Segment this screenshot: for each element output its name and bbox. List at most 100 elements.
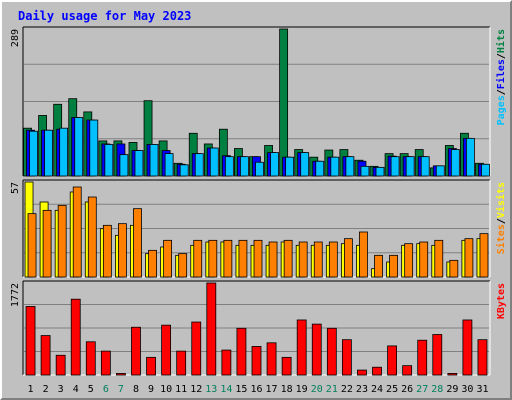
x-tick-label: 23: [356, 384, 368, 395]
x-tick-label: 1: [28, 384, 34, 395]
x-tick-label: 15: [235, 384, 247, 395]
bar-sites-day-27: [419, 241, 429, 278]
bar-sites-day-13: [208, 239, 218, 278]
axis-max-label: 57: [10, 182, 21, 194]
legend-text: Pages/Files/Hits: [495, 29, 507, 125]
bar-kbytes-day-10: [161, 324, 172, 376]
bar-pages-day-25: [390, 156, 400, 177]
bar-sites-day-14: [223, 239, 233, 278]
bar-sites-day-16: [253, 239, 263, 278]
bar-sites-day-9: [148, 249, 157, 278]
bar-kbytes-day-18: [281, 356, 292, 376]
bar-kbytes-day-8: [131, 326, 141, 376]
x-tick-label: 28: [431, 384, 443, 395]
bar-kbytes-day-12: [191, 321, 202, 376]
bar-kbytes-day-23: [357, 369, 367, 376]
bar-pages-day-16: [255, 161, 264, 177]
chart-title: Daily usage for May 2023: [18, 9, 191, 23]
legend-text: KBytes: [496, 283, 507, 319]
bar-sites-day-5: [87, 196, 97, 278]
bar-pages-day-12: [194, 153, 204, 177]
bar-pages-day-28: [435, 165, 445, 177]
bar-sites-day-11: [178, 253, 188, 278]
bar-pages-day-13: [209, 147, 219, 177]
bar-pages-day-19: [300, 152, 310, 177]
bar-pages-day-8: [134, 150, 144, 177]
bar-sites-day-7: [118, 223, 127, 278]
x-tick-label: 4: [73, 384, 79, 395]
bar-pages-day-14: [224, 156, 234, 177]
bar-kbytes-day-7: [116, 373, 126, 376]
bar-kbytes-day-25: [387, 345, 397, 376]
x-tick-label: 27: [416, 384, 428, 395]
bar-sites-day-20: [313, 241, 323, 278]
bar-hits-day-18: [279, 28, 289, 177]
legend-text: Sites/Visits: [495, 182, 507, 254]
bar-pages-day-5: [89, 119, 99, 177]
bar-sites-day-12: [193, 239, 203, 278]
x-tick-label: 9: [148, 384, 154, 395]
bar-sites-day-22: [343, 238, 353, 278]
x-tick-label: 16: [250, 384, 262, 395]
bar-kbytes-day-20: [311, 323, 322, 376]
x-tick-label: 26: [401, 384, 413, 395]
x-tick-label: 3: [58, 384, 64, 395]
bar-pages-day-4: [74, 117, 84, 177]
bar-pages-day-6: [104, 144, 114, 177]
bar-sites-day-18: [283, 239, 293, 278]
legend-entry: KBytes: [496, 283, 507, 319]
bar-pages-day-30: [466, 137, 475, 177]
bar-kbytes-day-13: [206, 282, 217, 376]
bar-kbytes-day-4: [70, 298, 81, 376]
bar-kbytes-day-29: [447, 373, 458, 376]
bar-kbytes-day-15: [236, 327, 247, 376]
bar-sites-day-21: [328, 241, 338, 278]
bar-kbytes-day-14: [221, 349, 232, 376]
bar-kbytes-day-16: [251, 346, 262, 376]
bar-kbytes-day-31: [477, 339, 488, 376]
bar-pages-day-23: [360, 165, 370, 177]
legend-entry: Sites: [495, 224, 507, 254]
bar-pages-day-11: [179, 164, 189, 177]
bar-kbytes-day-30: [462, 319, 473, 376]
x-tick-label: 6: [103, 384, 109, 395]
legend-entry: Files: [495, 59, 507, 89]
bar-sites-day-2: [42, 209, 52, 278]
bar-sites-day-4: [72, 186, 82, 278]
legend-entry: /: [496, 89, 507, 95]
x-tick-label: 5: [88, 384, 94, 395]
bar-kbytes-day-27: [417, 339, 428, 376]
bar-sites-day-15: [238, 239, 248, 278]
bar-sites-day-29: [449, 259, 459, 278]
bar-pages-day-10: [164, 153, 174, 177]
legend-entry: /: [496, 53, 507, 59]
x-tick-label: 21: [326, 384, 338, 395]
x-tick-label: 2: [43, 384, 49, 395]
x-tick-label: 8: [133, 384, 139, 395]
bar-sites-day-3: [57, 204, 67, 278]
x-tick-label: 17: [266, 384, 278, 395]
bar-pages-day-3: [59, 127, 69, 177]
bar-sites-day-24: [374, 254, 383, 278]
bar-pages-day-1: [29, 130, 38, 177]
x-tick-label: 25: [386, 384, 398, 395]
bar-kbytes-day-19: [296, 319, 307, 376]
x-tick-label: 30: [461, 384, 473, 395]
bar-sites-day-1: [27, 213, 37, 278]
bar-kbytes-day-17: [266, 342, 277, 376]
bar-pages-day-22: [345, 156, 355, 177]
bar-pages-day-7: [119, 154, 129, 177]
bar-sites-day-31: [479, 233, 489, 278]
bar-kbytes-day-22: [341, 339, 352, 376]
x-tick-label: 18: [281, 384, 293, 395]
bar-sites-day-28: [434, 239, 444, 278]
bar-pages-day-21: [330, 156, 340, 177]
x-tick-label: 22: [341, 384, 353, 395]
bar-kbytes-day-26: [402, 365, 413, 376]
x-tick-label: 14: [220, 384, 232, 395]
bar-kbytes-day-2: [40, 335, 51, 376]
x-tick-label: 13: [205, 384, 217, 395]
x-tick-label: 12: [190, 384, 202, 395]
bar-kbytes-day-28: [432, 334, 443, 376]
